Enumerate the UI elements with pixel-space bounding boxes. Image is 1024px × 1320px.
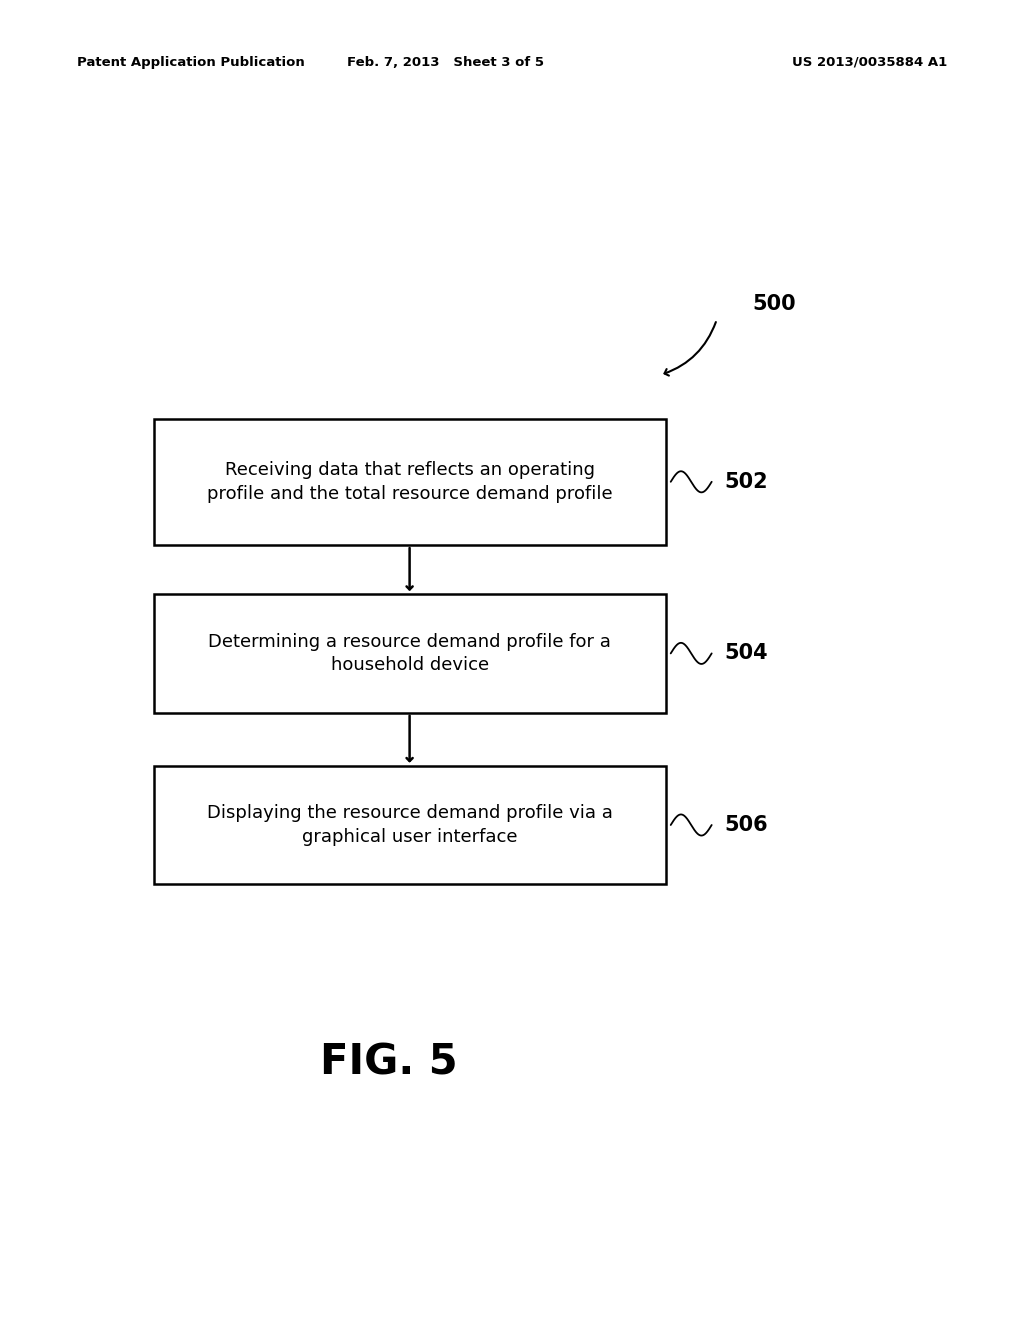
Text: Patent Application Publication: Patent Application Publication (77, 55, 304, 69)
Text: 506: 506 (724, 814, 768, 836)
Text: Receiving data that reflects an operating
profile and the total resource demand : Receiving data that reflects an operatin… (207, 461, 612, 503)
Text: 502: 502 (724, 471, 768, 492)
Text: 500: 500 (753, 293, 797, 314)
Text: Feb. 7, 2013   Sheet 3 of 5: Feb. 7, 2013 Sheet 3 of 5 (347, 55, 544, 69)
Text: 504: 504 (724, 643, 768, 664)
Text: Determining a resource demand profile for a
household device: Determining a resource demand profile fo… (208, 632, 611, 675)
Text: US 2013/0035884 A1: US 2013/0035884 A1 (792, 55, 947, 69)
Text: FIG. 5: FIG. 5 (321, 1041, 458, 1084)
Bar (154, 766, 666, 884)
Text: Displaying the resource demand profile via a
graphical user interface: Displaying the resource demand profile v… (207, 804, 612, 846)
Bar (154, 594, 666, 713)
Bar (154, 420, 666, 544)
